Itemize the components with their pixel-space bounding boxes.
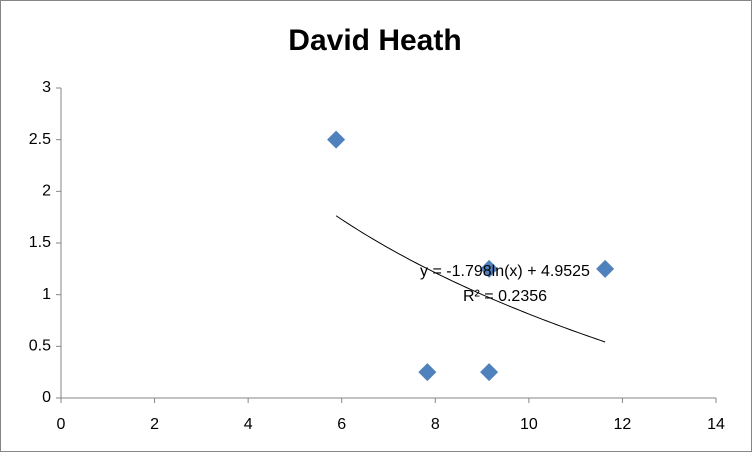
point: [480, 259, 499, 278]
point: [596, 259, 615, 278]
trendline: [335, 215, 606, 343]
trendline-r-squared: R² = 0.2356: [463, 288, 547, 305]
x-tick-label: 4: [244, 416, 253, 433]
x-tick-label: 0: [57, 416, 66, 433]
point: [480, 363, 499, 382]
x-tick-label: 12: [614, 416, 632, 433]
x-tick-label: 2: [150, 416, 159, 433]
point: [418, 363, 437, 382]
y-tick-label: 3: [42, 79, 51, 96]
y-tick-label: 0.5: [29, 338, 51, 355]
chart-title: David Heath: [288, 24, 461, 57]
point: [327, 130, 346, 149]
trendline-equation: y = -1.798ln(x) + 4.9525: [420, 263, 590, 280]
x-tick-label: 6: [337, 416, 346, 433]
y-tick-label: 1: [42, 286, 51, 303]
y-tick-label: 2: [42, 183, 51, 200]
x-tick-label: 10: [520, 416, 538, 433]
x-tick-label: 8: [431, 416, 440, 433]
y-tick-label: 2.5: [29, 131, 51, 148]
x-tick-label: 14: [707, 416, 725, 433]
y-tick-label: 0: [42, 389, 51, 406]
y-tick-label: 1.5: [29, 234, 51, 251]
